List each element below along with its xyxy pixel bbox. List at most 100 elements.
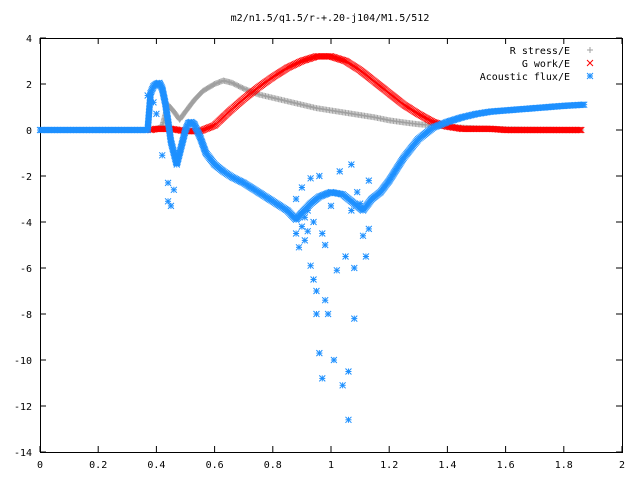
data-point-series-3 xyxy=(365,177,373,184)
data-point-series-3 xyxy=(298,223,306,230)
data-point-series-3 xyxy=(327,202,335,210)
data-point-series-3 xyxy=(158,151,166,159)
data-point-series-0 xyxy=(238,84,245,91)
legend-marker xyxy=(586,59,594,67)
x-tick-label: 1.2 xyxy=(380,460,398,471)
data-point-series-3 xyxy=(330,356,338,364)
data-point-series-1 xyxy=(326,53,333,60)
data-point-series-3 xyxy=(350,264,358,272)
data-point-series-3 xyxy=(316,172,323,180)
data-point-series-0 xyxy=(244,87,251,94)
data-point-series-3 xyxy=(298,184,306,191)
x-tick-label: 0.8 xyxy=(264,460,282,471)
data-point-series-3 xyxy=(356,200,364,207)
series-2 xyxy=(36,79,588,224)
y-tick-label: 2 xyxy=(26,80,32,91)
y-tick-label: 4 xyxy=(26,34,32,45)
data-point-series-3 xyxy=(318,230,326,237)
data-point-series-0 xyxy=(239,84,246,91)
data-point-series-3 xyxy=(318,375,326,382)
x-tick-label: 0.4 xyxy=(147,460,165,471)
plot-frame xyxy=(40,38,623,453)
data-point-series-0 xyxy=(242,86,249,93)
data-marks xyxy=(36,53,588,424)
data-point-series-3 xyxy=(353,188,361,196)
data-point-series-3 xyxy=(304,207,312,214)
data-point-series-3 xyxy=(150,99,157,106)
data-point-series-0 xyxy=(229,79,236,86)
y-tick-label: -6 xyxy=(20,264,32,275)
data-point-series-3 xyxy=(153,110,160,118)
data-point-series-3 xyxy=(295,243,303,251)
data-point-series-3 xyxy=(350,315,358,322)
data-point-series-3 xyxy=(292,195,300,203)
y-tick-label: 0 xyxy=(26,126,32,137)
data-point-series-0 xyxy=(232,81,239,88)
data-point-series-3 xyxy=(365,225,373,233)
x-tick-label: 2 xyxy=(619,460,625,471)
data-point-series-3 xyxy=(173,158,181,166)
y-tick-label: -14 xyxy=(14,448,32,459)
data-point-series-3 xyxy=(316,349,323,357)
legend: R stress/E G work/E Acoustic flux/E xyxy=(480,46,594,83)
data-point-series-3 xyxy=(310,276,317,283)
x-tick-label: 1 xyxy=(328,460,334,471)
legend-marker xyxy=(587,47,593,53)
data-point-series-0 xyxy=(231,81,238,88)
data-point-series-3 xyxy=(164,179,172,187)
data-point-series-3 xyxy=(313,287,320,295)
data-point-series-3 xyxy=(170,186,178,194)
data-point-series-3 xyxy=(292,230,300,237)
data-point-series-3 xyxy=(307,174,314,182)
data-point-series-3 xyxy=(321,241,329,249)
x-tick-label: 1.4 xyxy=(438,460,456,471)
data-point-series-3 xyxy=(167,202,175,210)
series-1 xyxy=(147,53,585,135)
legend-label: G work/E xyxy=(522,59,570,70)
data-point-series-3 xyxy=(348,161,355,168)
legend-label: R stress/E xyxy=(510,46,570,57)
series-3 xyxy=(144,92,373,424)
data-point-series-3 xyxy=(345,416,352,424)
data-point-series-3 xyxy=(342,253,349,260)
axis-ticks: 0 0.2 0.4 0.6 0.8 1 1.2 1.4 1.6 1.8 2 4 2 0 -2 -4 -6 -8 -1… xyxy=(14,34,625,471)
data-point-series-3 xyxy=(310,218,317,226)
data-point-series-3 xyxy=(307,262,314,270)
legend-marker xyxy=(586,72,594,80)
chart-title: m2/n1.5/q1.5/r-+.20-j104/M1.5/512 xyxy=(231,13,430,24)
data-point-series-3 xyxy=(313,310,320,318)
data-point-series-3 xyxy=(339,381,346,389)
data-point-series-3 xyxy=(362,253,370,260)
data-point-series-3 xyxy=(333,266,341,274)
data-point-series-3 xyxy=(144,92,152,99)
data-point-series-1 xyxy=(577,126,585,134)
data-point-series-3 xyxy=(321,296,329,304)
data-point-series-3 xyxy=(359,232,367,240)
data-point-series-2 xyxy=(580,101,588,109)
x-tick-label: 0.2 xyxy=(89,460,107,471)
data-point-series-0 xyxy=(235,83,242,90)
x-tick-label: 1.6 xyxy=(497,460,515,471)
data-point-series-3 xyxy=(336,168,344,175)
y-tick-label: -2 xyxy=(20,172,32,183)
y-tick-label: -12 xyxy=(14,402,32,413)
data-point-series-3 xyxy=(324,310,332,318)
legend-label: Acoustic flux/E xyxy=(480,72,570,83)
data-point-series-3 xyxy=(348,207,355,214)
data-point-series-0 xyxy=(234,82,241,89)
data-point-series-3 xyxy=(301,237,309,244)
data-point-series-0 xyxy=(230,80,237,87)
x-tick-label: 0 xyxy=(37,460,43,471)
data-point-series-3 xyxy=(345,368,352,375)
data-point-series-0 xyxy=(236,83,243,90)
data-point-series-1 xyxy=(574,126,582,134)
data-point-series-1 xyxy=(576,126,584,134)
y-tick-label: -8 xyxy=(20,310,32,321)
data-point-series-3 xyxy=(304,227,312,235)
x-tick-label: 0.6 xyxy=(206,460,224,471)
data-point-series-0 xyxy=(240,85,247,92)
x-tick-label: 1.8 xyxy=(555,460,573,471)
y-tick-label: -4 xyxy=(20,218,32,229)
y-tick-label: -10 xyxy=(14,356,32,367)
